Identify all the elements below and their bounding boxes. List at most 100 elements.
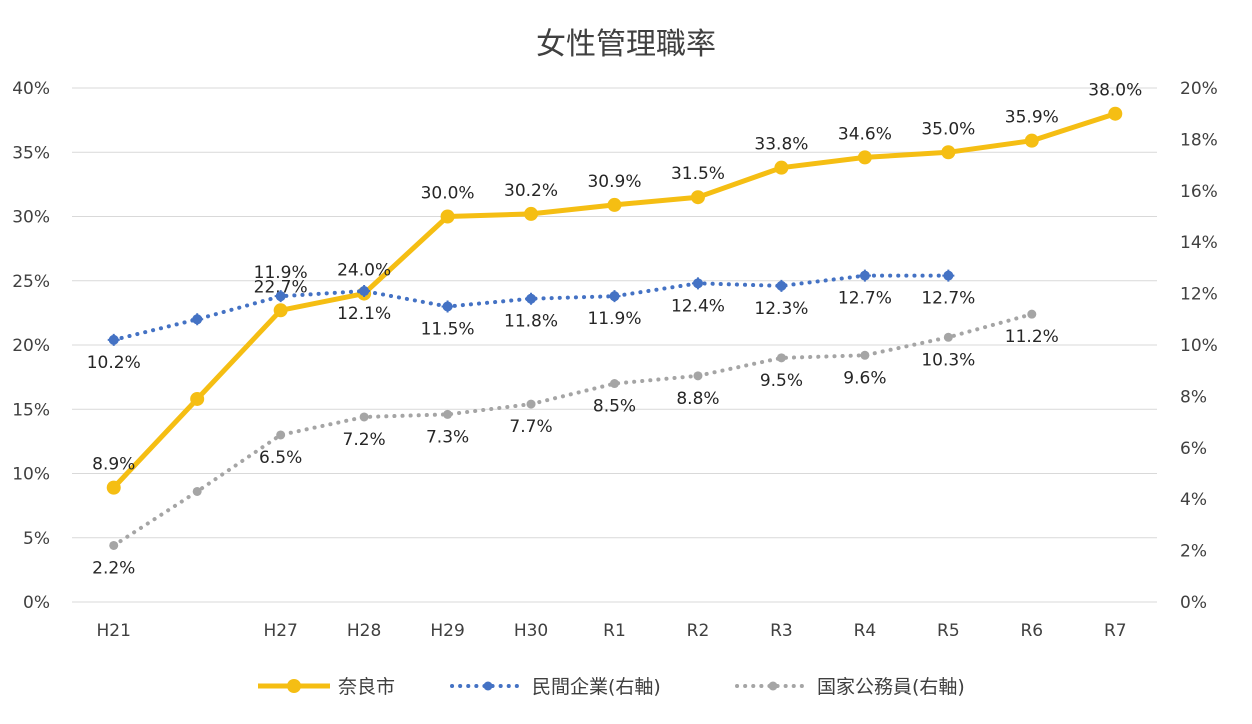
data-label: 33.8% [754,135,808,155]
data-point-marker [443,409,453,419]
y-tick-label-left: 5% [23,529,50,549]
data-point-marker [943,332,953,342]
y-tick-label-right: 6% [1180,439,1207,459]
y-tick-label-right: 8% [1180,387,1207,407]
data-point-marker [693,371,703,381]
y-tick-label-left: 0% [23,593,50,613]
x-tick-label: H30 [514,621,548,641]
data-point-marker [109,540,119,550]
data-point-marker [276,430,286,440]
data-label: 35.9% [1005,108,1059,128]
data-point-marker [1027,309,1037,319]
x-tick-label: R3 [770,621,793,641]
x-tick-label: R6 [1020,621,1043,641]
y-tick-label-right: 2% [1180,542,1207,562]
y-tick-label-left: 15% [12,400,50,420]
data-point-marker [691,277,704,290]
data-point-marker [441,300,454,313]
data-point-marker [774,160,789,175]
data-point-marker [524,206,539,221]
data-label: 11.2% [1005,327,1059,347]
data-point-marker [608,290,621,303]
x-tick-label: R7 [1104,621,1127,641]
x-tick-label: R4 [854,621,877,641]
data-point-marker [106,480,121,495]
y-tick-label-right: 16% [1180,182,1218,202]
data-label: 31.5% [671,164,725,184]
data-label: 9.6% [843,368,886,388]
data-label: 9.5% [760,371,803,391]
legend-label: 国家公務員(右軸) [817,676,965,698]
data-point-marker [857,150,872,165]
data-point-marker [610,379,619,389]
data-label: 11.5% [421,319,475,339]
data-point-marker [192,486,202,496]
data-label: 12.7% [921,289,975,309]
x-tick-label: R2 [687,621,710,641]
data-label: 11.9% [254,263,308,283]
data-label: 12.1% [337,304,391,324]
data-label: 2.2% [92,558,135,578]
data-point-marker [1108,106,1123,121]
data-point-marker [191,313,204,326]
data-point-marker [858,269,871,282]
data-point-marker [941,145,956,160]
y-tick-label-right: 10% [1180,336,1218,356]
legend-label: 民間企業(右軸) [532,676,661,698]
legend-label: 奈良市 [338,676,395,698]
data-point-marker [440,209,455,224]
y-tick-label-left: 35% [12,143,50,163]
y-tick-label-left: 25% [12,272,50,292]
legend-swatch-marker [768,681,778,691]
y-tick-label-left: 40% [12,79,50,99]
data-label: 12.3% [754,299,808,319]
data-point-marker [607,197,622,212]
data-label: 11.9% [587,309,641,329]
legend-swatch-marker [483,681,493,691]
data-point-marker [358,285,371,298]
x-tick-label: R1 [603,621,626,641]
data-point-marker [526,399,536,409]
series-line-2 [111,312,1034,548]
x-tick-label: H29 [430,621,464,641]
x-tick-label: H21 [97,621,131,641]
data-point-marker [775,279,788,292]
y-tick-label-right: 4% [1180,490,1207,510]
data-label: 35.0% [921,119,975,139]
data-label: 38.0% [1088,81,1142,101]
chart-title: 女性管理職率 [536,27,716,62]
data-point-marker [776,353,786,363]
data-label: 8.8% [676,389,719,409]
x-tick-label: R5 [937,621,960,641]
data-label: 8.5% [593,397,636,417]
x-tick-label: H28 [347,621,381,641]
data-point-marker [525,292,538,305]
data-point-marker [690,190,705,205]
y-tick-label-right: 12% [1180,285,1218,305]
data-label: 7.7% [509,417,552,437]
data-label: 10.3% [921,350,975,370]
data-point-marker [942,269,955,282]
data-label: 30.2% [504,181,558,201]
data-label: 12.4% [671,296,725,316]
y-tick-label-right: 0% [1180,593,1207,613]
series-line-1 [111,273,951,342]
data-label: 7.3% [426,427,469,447]
y-tick-label-right: 18% [1180,130,1218,150]
x-tick-label: H27 [263,621,297,641]
legend-swatch-marker [287,679,301,693]
y-tick-label-left: 20% [12,336,50,356]
data-point-marker [190,391,205,406]
data-point-marker [273,303,288,318]
data-label: 24.0% [337,261,391,281]
data-point-marker [860,350,870,360]
data-label: 30.9% [587,172,641,192]
y-tick-label-right: 14% [1180,233,1218,253]
data-label: 7.2% [343,430,386,450]
data-label: 34.6% [838,124,892,144]
data-label: 10.2% [87,353,141,373]
data-point-marker [274,290,287,303]
data-point-marker [1024,133,1039,148]
